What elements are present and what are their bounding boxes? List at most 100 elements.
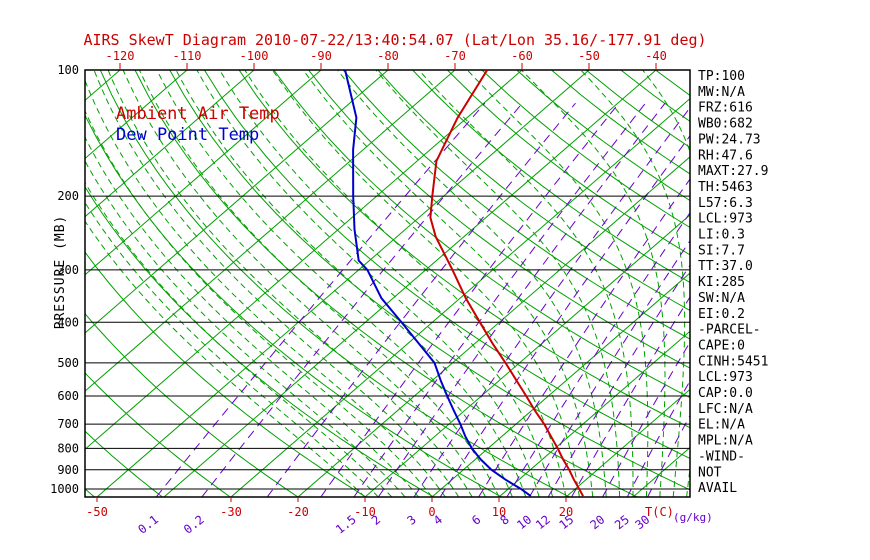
stats-line: RH:47.6 [698,148,753,163]
moist-adiabat-line [85,136,419,497]
stats-line: SI:7.7 [698,243,745,258]
moist-adiabat-line [337,70,607,497]
mixing-ratio-line [320,102,620,497]
dry-adiabat-line [446,70,690,256]
top-temp-tick-label: -70 [444,49,466,63]
mixing-ratio-line [602,341,690,497]
dry-adiabat-line [85,251,367,497]
stats-line: MW:N/A [698,85,745,100]
moist-adiabat-line [375,70,621,497]
stats-line: LCL:973 [698,370,753,385]
isotherm-line [85,70,255,218]
top-temp-tick-label: -60 [511,49,533,63]
bottom-temp-tick-label: 10 [492,505,506,519]
stats-line: KI:285 [698,275,745,290]
moist-adiabat-line [272,70,580,497]
stats-line: MPL:N/A [698,434,753,449]
moist-adiabat-line [93,70,460,497]
dry-adiabat-line [85,312,299,497]
bottom-temp-tick-label: 0 [428,505,435,519]
moist-adiabat-line [580,70,686,497]
stats-line: PW:24.73 [698,132,761,147]
ambient-air-temp-curve [429,70,584,497]
pressure-tick-label: 1000 [50,482,79,496]
pressure-tick-label: 700 [57,417,79,431]
mixing-ratio-line [377,102,666,497]
dry-adiabat-line [169,70,690,491]
dry-adiabat-line [308,70,690,369]
background-grid [85,70,690,497]
isotherm-line [85,70,389,334]
mixing-ratio-line [647,414,690,497]
bottom-temp-tick-label: 20 [559,505,573,519]
stats-line: NOT [698,465,722,480]
moist-adiabat-line [85,79,446,497]
isotherm-line [85,70,322,276]
moist-adiabat-line [85,201,379,497]
top-temp-tick-label: -100 [240,49,269,63]
moist-adiabat-line [138,70,500,497]
pressure-tick-label: 500 [57,356,79,370]
pressure-tick-label: 900 [57,463,79,477]
mixing-ratio-line [547,264,690,497]
stats-line: FRZ:616 [698,101,753,116]
top-temp-tick-label: -80 [377,49,399,63]
moist-adiabat-line [302,70,594,497]
pressure-tick-label: 100 [57,63,79,77]
sounding-curves [344,70,584,497]
dry-adiabat-line [85,372,231,497]
plot-frame [84,69,691,498]
legend-dew-point-temp: Dew Point Temp [116,125,259,145]
dew-point-curve [344,70,532,497]
moist-adiabat-line [196,70,540,497]
isotherm-line [431,272,690,497]
mixing-ratio-line [528,239,690,497]
stats-line: CINH:5451 [698,354,768,369]
stats-panel: TP:100MW:N/AFRZ:616WB0:682PW:24.73RH:47.… [698,69,768,496]
pressure-tick-label: 200 [57,189,79,203]
moist-adiabat-line [244,70,567,497]
stats-line: -PARCEL- [698,323,761,338]
stats-line: CAPE:0 [698,338,745,353]
dry-adiabat-line [203,70,690,460]
moist-adiabat-line [175,70,527,497]
dry-adiabat-line [85,185,435,497]
mixing-ratio-line [478,178,690,497]
stats-line: TH:5463 [698,180,753,195]
stats-line: TT:37.0 [698,259,753,274]
stats-line: -WIND- [698,449,745,464]
pressure-tick-label: 600 [57,389,79,403]
pressure-tick-label: 300 [57,263,79,277]
top-temp-tick-label: -40 [645,49,667,63]
dry-adiabat-line [377,70,690,312]
bottom-temp-tick-label: -10 [354,505,376,519]
dry-adiabat-line [342,70,690,340]
stats-line: LFC:N/A [698,402,753,417]
mixing-ratio-line [155,102,486,497]
isotherm-line [230,97,690,497]
stats-line: L57:6.3 [698,196,753,211]
mixing-ratio-line [201,102,523,497]
stats-line: TP:100 [698,69,745,84]
bottom-temp-tick-label: -30 [220,505,242,519]
isotherm-line [85,70,523,450]
mixing-ratio-line [413,106,690,497]
mixing-ratio-line [266,102,576,497]
moist-adiabat-line [85,160,406,497]
moist-adiabat-line [418,70,634,497]
moist-adiabat-line [219,70,554,497]
legend-ambient-air-temp: Ambient Air Temp [116,104,280,124]
stats-line: WB0:682 [698,117,753,132]
moist-adiabat-line [85,181,393,497]
temp-unit-label: T(C) [645,505,674,519]
mixing-ratio-line [353,102,646,497]
bottom-temp-tick-label: -50 [86,505,108,519]
moist-adiabat-line [122,70,487,497]
top-temp-tick-label: -120 [106,49,135,63]
moist-adiabat-line [156,70,513,497]
top-temp-tick-label: -50 [578,49,600,63]
pressure-tick-label: 400 [57,315,79,329]
stats-line: LI:0.3 [698,228,745,243]
pressure-tick-label: 800 [57,441,79,455]
